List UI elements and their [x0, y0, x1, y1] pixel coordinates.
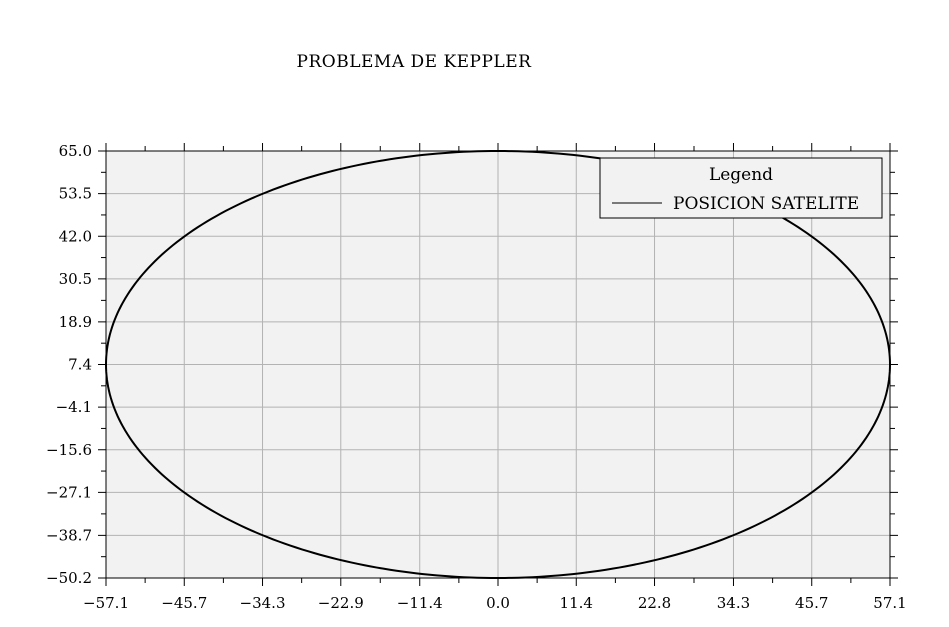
legend-title: Legend: [709, 165, 773, 185]
y-tick-label: −27.1: [46, 483, 92, 501]
plot-area: [98, 143, 898, 586]
x-tick-label: −11.4: [397, 594, 443, 612]
x-tick-label: −57.1: [83, 594, 129, 612]
y-tick-label: 65.0: [59, 142, 92, 160]
legend-box: [599, 157, 883, 219]
x-tick-label: 11.4: [560, 594, 593, 612]
y-tick-label: 30.5: [59, 270, 92, 288]
chart-title: PROBLEMA DE KEPPLER: [297, 52, 533, 72]
x-tick-label: 34.3: [717, 594, 750, 612]
y-tick-label: −15.6: [46, 441, 92, 459]
legend: Legend POSICION SATELITE: [599, 157, 883, 219]
y-axis-tick-labels: 65.0 53.5 42.0 30.5 18.9 7.4 −4.1 −15.6 −27.1 −38…: [46, 142, 92, 587]
x-tick-label: −34.3: [240, 594, 286, 612]
x-tick-label: −22.9: [318, 594, 364, 612]
x-tick-label: 0.0: [486, 594, 510, 612]
y-tick-label: −4.1: [56, 398, 92, 416]
x-tick-label: 22.8: [638, 594, 671, 612]
y-tick-label: 7.4: [68, 356, 92, 374]
y-tick-label: −38.7: [46, 526, 92, 544]
y-tick-label: −50.2: [46, 569, 92, 587]
x-tick-label: 45.7: [795, 594, 828, 612]
x-tick-label: −45.7: [161, 594, 207, 612]
tick-marks: [98, 143, 898, 586]
y-tick-label: 42.0: [59, 227, 92, 245]
y-tick-label: 53.5: [59, 185, 92, 203]
y-tick-label: 18.9: [59, 313, 92, 331]
x-tick-label: 57.1: [873, 594, 906, 612]
legend-entry-posicion-satelite: POSICION SATELITE: [673, 194, 859, 214]
x-axis-tick-labels: −57.1 −45.7 −34.3 −22.9 −11.4 0.0 11.4 22.8 34.3…: [83, 594, 907, 612]
